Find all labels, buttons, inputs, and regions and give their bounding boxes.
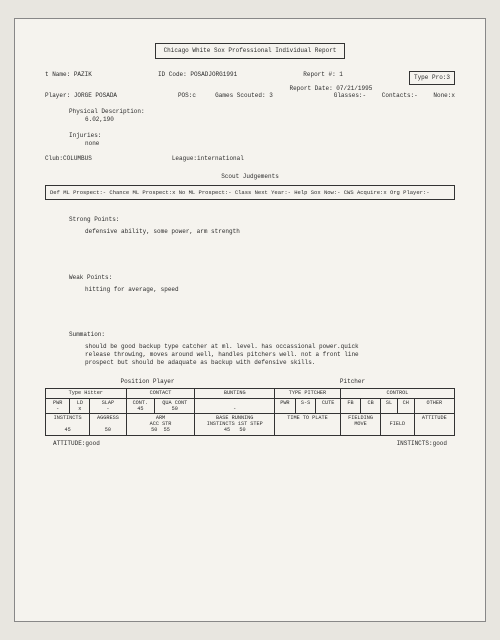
injuries-label: Injuries: <box>45 132 455 140</box>
header-row-1: t Name: PAZIK ID Code: POSADJORG1991 Rep… <box>45 71 455 85</box>
header-row-3: Player: JORGE POSADA POS:c Games Scouted… <box>45 92 455 100</box>
eval-header-row-1: Type Hitter CONTACT BUNTING TYPE PITCHER… <box>46 389 455 398</box>
player-label: Player: <box>45 92 70 99</box>
c-cb: CB <box>361 398 381 413</box>
c-time-to-plate: TIME TO PLATE <box>275 413 341 435</box>
pos: POS:c <box>178 92 196 100</box>
c-field: FIELD <box>381 413 414 435</box>
c-cute: CUTE <box>316 398 341 413</box>
th-contact: CONTACT <box>126 389 195 398</box>
report-num-label: Report #: <box>303 71 335 78</box>
th-type-hitter: Type Hitter <box>46 389 127 398</box>
tables-title-row: Position Player Pitcher <box>45 378 455 386</box>
scout-label: t Name: <box>45 71 70 78</box>
type-pro-label: Type Pro: <box>414 74 446 81</box>
c-instincts: INSTINCTS45 <box>46 413 90 435</box>
games-scouted: Games Scouted: 3 <box>215 92 273 100</box>
report-date: Report Date: 07/21/1995 <box>289 85 372 93</box>
c-ss: S-S <box>295 398 316 413</box>
weak-text: hitting for average, speed <box>45 286 455 294</box>
club: Club:COLUMBUS <box>45 155 92 163</box>
c-slap: SLAP- <box>90 398 126 413</box>
c-ld: LDx <box>70 398 90 413</box>
report-num-value: 1 <box>339 71 343 78</box>
pitcher-title: Pitcher <box>260 378 445 386</box>
c-pwr2: PWR <box>275 398 296 413</box>
scout-judgements-title: Scout Judgements <box>45 173 455 181</box>
th-type-pitcher: TYPE PITCHER <box>275 389 341 398</box>
glasses: Glasses:- <box>334 92 366 100</box>
contacts: Contacts:- <box>382 92 418 100</box>
report-date-value: 07/21/1995 <box>336 85 372 92</box>
c-arm: ARM ACC STR 50 55 <box>126 413 195 435</box>
report-num: Report #: 1 <box>303 71 343 79</box>
league: League:international <box>172 155 244 163</box>
summation-label: Summation: <box>45 331 455 339</box>
footer-attitude: ATTITUDE:good <box>53 440 100 448</box>
th-bunting: BUNTING <box>195 389 275 398</box>
report-title: Chicago White Sox Professional Individua… <box>155 43 346 59</box>
header-row-3-right: Glasses:- Contacts:- None:x <box>334 92 455 100</box>
none: None:x <box>433 92 455 100</box>
c-bunt: - <box>195 398 275 413</box>
footer-line: ATTITUDE:good INSTINCTS:good <box>45 440 455 448</box>
summation-text: should be good backup type catcher at ml… <box>45 343 365 366</box>
weak-label: Weak Points: <box>45 274 455 282</box>
c-quacont: QUA CONT50 <box>155 398 195 413</box>
injuries-value: none <box>45 140 455 148</box>
c-aggress: AGGRESS50 <box>90 413 126 435</box>
id-code-label: ID Code: <box>158 71 187 78</box>
eval-table-wrap: Type Hitter CONTACT BUNTING TYPE PITCHER… <box>45 388 455 435</box>
scout-value: PAZIK <box>74 71 92 78</box>
header-row-3-mid: POS:c Games Scouted: 3 <box>178 92 273 100</box>
eval-table: Type Hitter CONTACT BUNTING TYPE PITCHER… <box>45 388 455 435</box>
c-other: OTHER <box>414 398 454 413</box>
c-fb: FB <box>340 398 360 413</box>
strong-label: Strong Points: <box>45 216 455 224</box>
eval-sub-row-1: PWR- LDx SLAP- CONT.45 QUA CONT50 - PWR … <box>46 398 455 413</box>
c-attitude: ATTITUDE <box>414 413 454 435</box>
scout-name: t Name: PAZIK <box>45 71 92 79</box>
id-code-value: POSADJORG1991 <box>190 71 237 78</box>
c-ch: CH <box>397 398 414 413</box>
strong-text: defensive ability, some power, arm stren… <box>45 228 455 236</box>
header-row-2: Report Date: 07/21/1995 <box>45 85 455 93</box>
id-code: ID Code: POSADJORG1991 <box>158 71 237 79</box>
phys-desc-value: 6.02,190 <box>45 116 455 124</box>
c-baserunning: BASE RUNNING INSTINCTS 1ST STEP 45 50 <box>195 413 275 435</box>
type-pro-box: Type Pro:3 <box>409 71 455 85</box>
player-value: JORGE POSADA <box>74 92 117 99</box>
type-pro-value: 3 <box>446 74 450 81</box>
th-control: CONTROL <box>340 389 454 398</box>
player: Player: JORGE POSADA <box>45 92 117 100</box>
eval-sub-row-2: INSTINCTS45 AGGRESS50 ARM ACC STR 50 55 … <box>46 413 455 435</box>
footer-instincts: INSTINCTS:good <box>397 440 447 448</box>
c-cont: CONT.45 <box>126 398 155 413</box>
phys-desc-label: Physical Description: <box>45 108 455 116</box>
judgements-box: Def ML Prospect:- Chance ML Prospect:x N… <box>45 185 455 200</box>
c-sl: SL <box>381 398 398 413</box>
club-league-row: Club:COLUMBUS League:international <box>45 155 455 163</box>
position-player-title: Position Player <box>55 378 240 386</box>
header-mid: ID Code: POSADJORG1991 <box>158 71 237 79</box>
report-page: Chicago White Sox Professional Individua… <box>14 18 486 622</box>
c-fielding: FIELDINGMOVE <box>340 413 380 435</box>
c-pwr: PWR- <box>46 398 70 413</box>
title-wrap: Chicago White Sox Professional Individua… <box>45 43 455 71</box>
report-date-label: Report Date: <box>289 85 332 92</box>
